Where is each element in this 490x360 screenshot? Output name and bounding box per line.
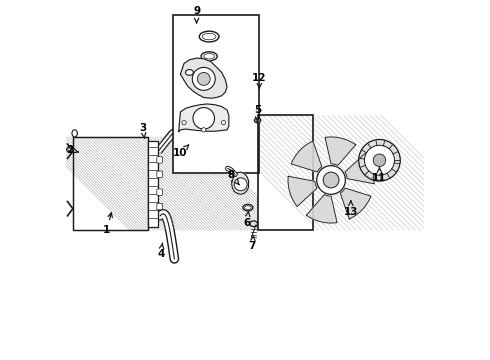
Bar (173, 15, 259, 173)
FancyBboxPatch shape (157, 157, 163, 163)
Text: 6: 6 (243, 212, 250, 228)
Polygon shape (180, 58, 227, 98)
Bar (258, 116, 313, 230)
Text: 11: 11 (372, 167, 387, 183)
Text: 10: 10 (173, 145, 189, 158)
Polygon shape (306, 195, 337, 223)
Ellipse shape (67, 147, 73, 152)
FancyBboxPatch shape (157, 189, 163, 195)
FancyArrowPatch shape (69, 148, 73, 151)
Text: 13: 13 (343, 201, 358, 217)
Bar (258, 116, 313, 230)
Bar (148, 140, 158, 226)
Circle shape (323, 172, 339, 188)
Circle shape (373, 154, 386, 167)
Polygon shape (232, 172, 248, 194)
Polygon shape (288, 176, 317, 207)
Polygon shape (341, 188, 371, 219)
Ellipse shape (204, 54, 215, 59)
Text: 9: 9 (193, 6, 200, 23)
Ellipse shape (250, 221, 258, 226)
Bar (73, 137, 148, 230)
Ellipse shape (68, 148, 72, 151)
Ellipse shape (201, 52, 217, 61)
FancyBboxPatch shape (157, 171, 163, 177)
Text: 5: 5 (254, 105, 261, 121)
FancyBboxPatch shape (157, 203, 163, 210)
Polygon shape (345, 153, 374, 184)
Ellipse shape (186, 69, 194, 75)
Text: 4: 4 (157, 243, 165, 258)
Text: 1: 1 (103, 213, 112, 235)
Ellipse shape (243, 204, 253, 211)
Text: 8: 8 (227, 170, 239, 185)
Circle shape (192, 67, 215, 90)
Ellipse shape (256, 119, 259, 122)
Circle shape (359, 139, 400, 181)
Ellipse shape (254, 118, 261, 123)
Circle shape (182, 121, 186, 125)
Circle shape (234, 178, 247, 191)
Polygon shape (325, 137, 356, 165)
Ellipse shape (72, 130, 77, 137)
Text: 12: 12 (252, 73, 267, 89)
Polygon shape (291, 141, 322, 172)
Circle shape (201, 128, 206, 132)
Bar (73, 137, 148, 230)
Circle shape (197, 72, 210, 85)
Text: 3: 3 (139, 123, 147, 139)
Polygon shape (179, 104, 229, 132)
Circle shape (193, 108, 215, 129)
Ellipse shape (245, 206, 251, 210)
Circle shape (221, 121, 225, 125)
Circle shape (317, 166, 345, 194)
Ellipse shape (199, 31, 219, 42)
Ellipse shape (202, 33, 216, 40)
Text: 7: 7 (248, 235, 256, 251)
Circle shape (365, 145, 394, 175)
Text: 2: 2 (66, 144, 78, 154)
